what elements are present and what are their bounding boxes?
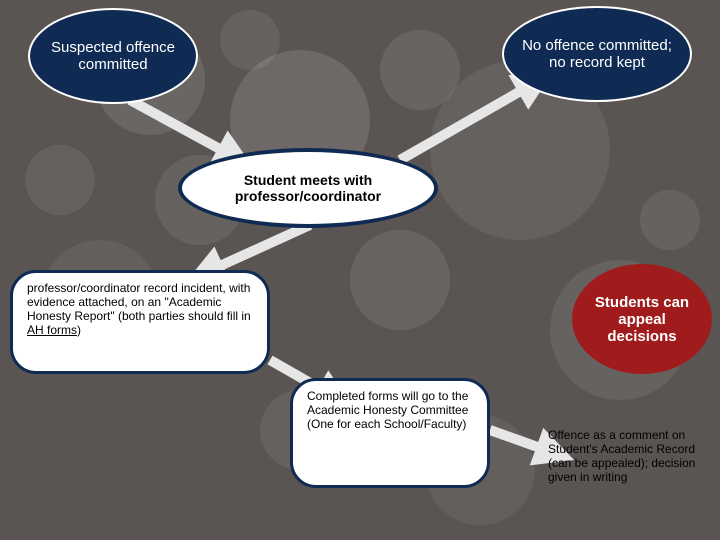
- flow-arrow: [400, 80, 540, 160]
- node-text: No offence committed; no record kept: [518, 37, 676, 71]
- node-suspected: Suspected offence committed: [28, 8, 198, 104]
- bokeh-circle: [350, 230, 450, 330]
- node-appeal: Students can appeal decisions: [572, 264, 712, 374]
- node-text: Students can appeal decisions: [586, 294, 698, 345]
- node-text: professor/coordinator record incident, w…: [27, 281, 253, 337]
- node-student-meets: Student meets with professor/coordinator: [178, 148, 438, 228]
- node-text: Student meets with professor/coordinator: [196, 172, 420, 204]
- bokeh-circle: [380, 30, 460, 110]
- bokeh-circle: [640, 190, 700, 250]
- node-text: Completed forms will go to the Academic …: [307, 389, 473, 431]
- flow-arrow: [130, 100, 240, 160]
- node-offence-comment: Offence as a comment on Student's Academ…: [534, 420, 714, 530]
- node-text: Suspected offence committed: [44, 39, 182, 73]
- node-no-offence: No offence committed; no record kept: [502, 6, 692, 102]
- ah-forms-link[interactable]: AH forms: [27, 323, 77, 337]
- bokeh-circle: [220, 10, 280, 70]
- bokeh-circle: [25, 145, 95, 215]
- node-completed-forms: Completed forms will go to the Academic …: [290, 378, 490, 488]
- node-text: Offence as a comment on Student's Academ…: [548, 428, 700, 484]
- node-record-incident: professor/coordinator record incident, w…: [10, 270, 270, 374]
- flow-arrow: [200, 225, 310, 275]
